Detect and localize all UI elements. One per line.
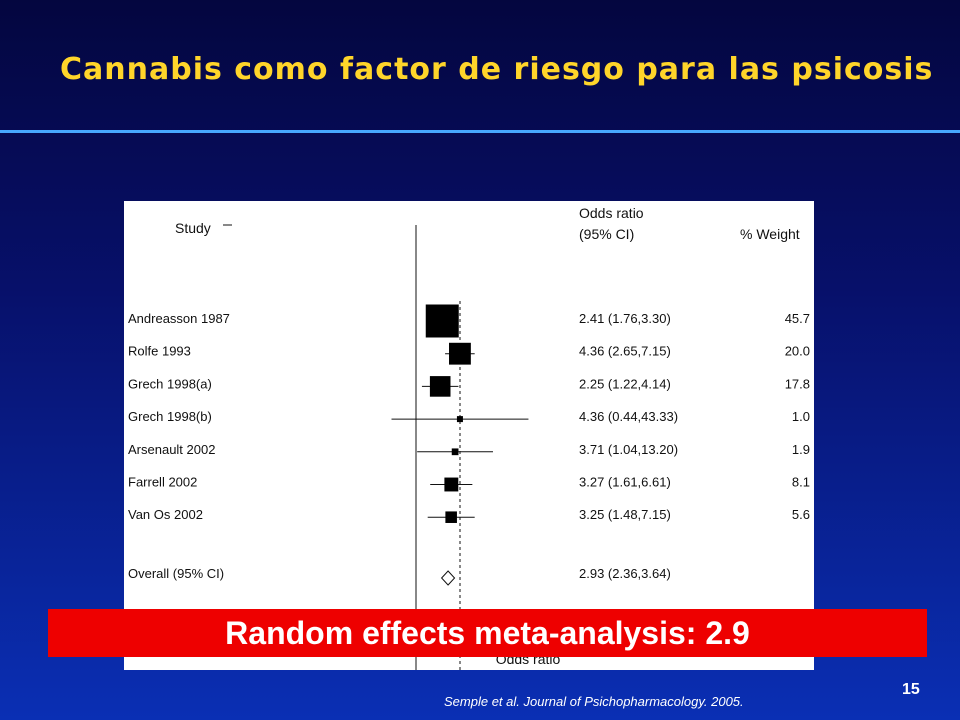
overall-label: Overall (95% CI) [128, 566, 224, 581]
summary-banner: Random effects meta-analysis: 2.9 [48, 609, 927, 657]
study-label: Grech 1998(a) [128, 376, 212, 391]
study-odds-ratio-ci: 3.27 (1.61,6.61) [579, 475, 671, 490]
odds-ratio-header-line2: (95% CI) [579, 226, 634, 242]
study-weight: 17.8 [785, 376, 810, 391]
study-weight: 45.7 [785, 311, 810, 326]
study-weight: 1.9 [792, 442, 810, 457]
study-weight: 1.0 [792, 409, 810, 424]
study-odds-ratio-ci: 4.36 (2.65,7.15) [579, 344, 671, 359]
study-label: Andreasson 1987 [128, 311, 230, 326]
study-odds-ratio-ci: 4.36 (0.44,43.33) [579, 409, 678, 424]
odds-ratio-header-line1: Odds ratio [579, 205, 644, 221]
study-weight-box [429, 376, 451, 397]
study-weight-box [425, 304, 459, 338]
overall-diamond [440, 570, 456, 586]
study-weight: 8.1 [792, 475, 810, 490]
study-weight-box [445, 511, 457, 523]
study-label: Rolfe 1993 [128, 344, 191, 359]
study-label: Grech 1998(b) [128, 409, 212, 424]
title-divider [0, 130, 960, 133]
forest-plot-panel: Study Odds ratio (95% CI) % Weight Andre… [124, 201, 814, 670]
study-weight-box [449, 342, 471, 365]
study-weight-box [456, 416, 463, 423]
study-label: Van Os 2002 [128, 507, 203, 522]
study-odds-ratio-ci: 3.25 (1.48,7.15) [579, 507, 671, 522]
study-odds-ratio-ci: 3.71 (1.04,13.20) [579, 442, 678, 457]
overall-odds-ratio-ci: 2.93 (2.36,3.64) [579, 566, 671, 581]
study-weight: 20.0 [785, 344, 810, 359]
study-odds-ratio-ci: 2.41 (1.76,3.30) [579, 311, 671, 326]
page-number: 15 [902, 681, 920, 698]
study-weight-box [444, 477, 459, 492]
study-label: Arsenault 2002 [128, 442, 215, 457]
study-column-header: Study [175, 220, 211, 236]
study-weight-box [451, 448, 459, 456]
study-weight: 5.6 [792, 507, 810, 522]
citation: Semple et al. Journal of Psichopharmacol… [444, 694, 744, 709]
forest-plot: Study Odds ratio (95% CI) % Weight Andre… [128, 205, 810, 670]
weight-column-header: % Weight [740, 226, 800, 242]
slide-title: Cannabis como factor de riesgo para las … [60, 52, 934, 87]
study-label: Farrell 2002 [128, 475, 197, 490]
study-odds-ratio-ci: 2.25 (1.22,4.14) [579, 376, 671, 391]
